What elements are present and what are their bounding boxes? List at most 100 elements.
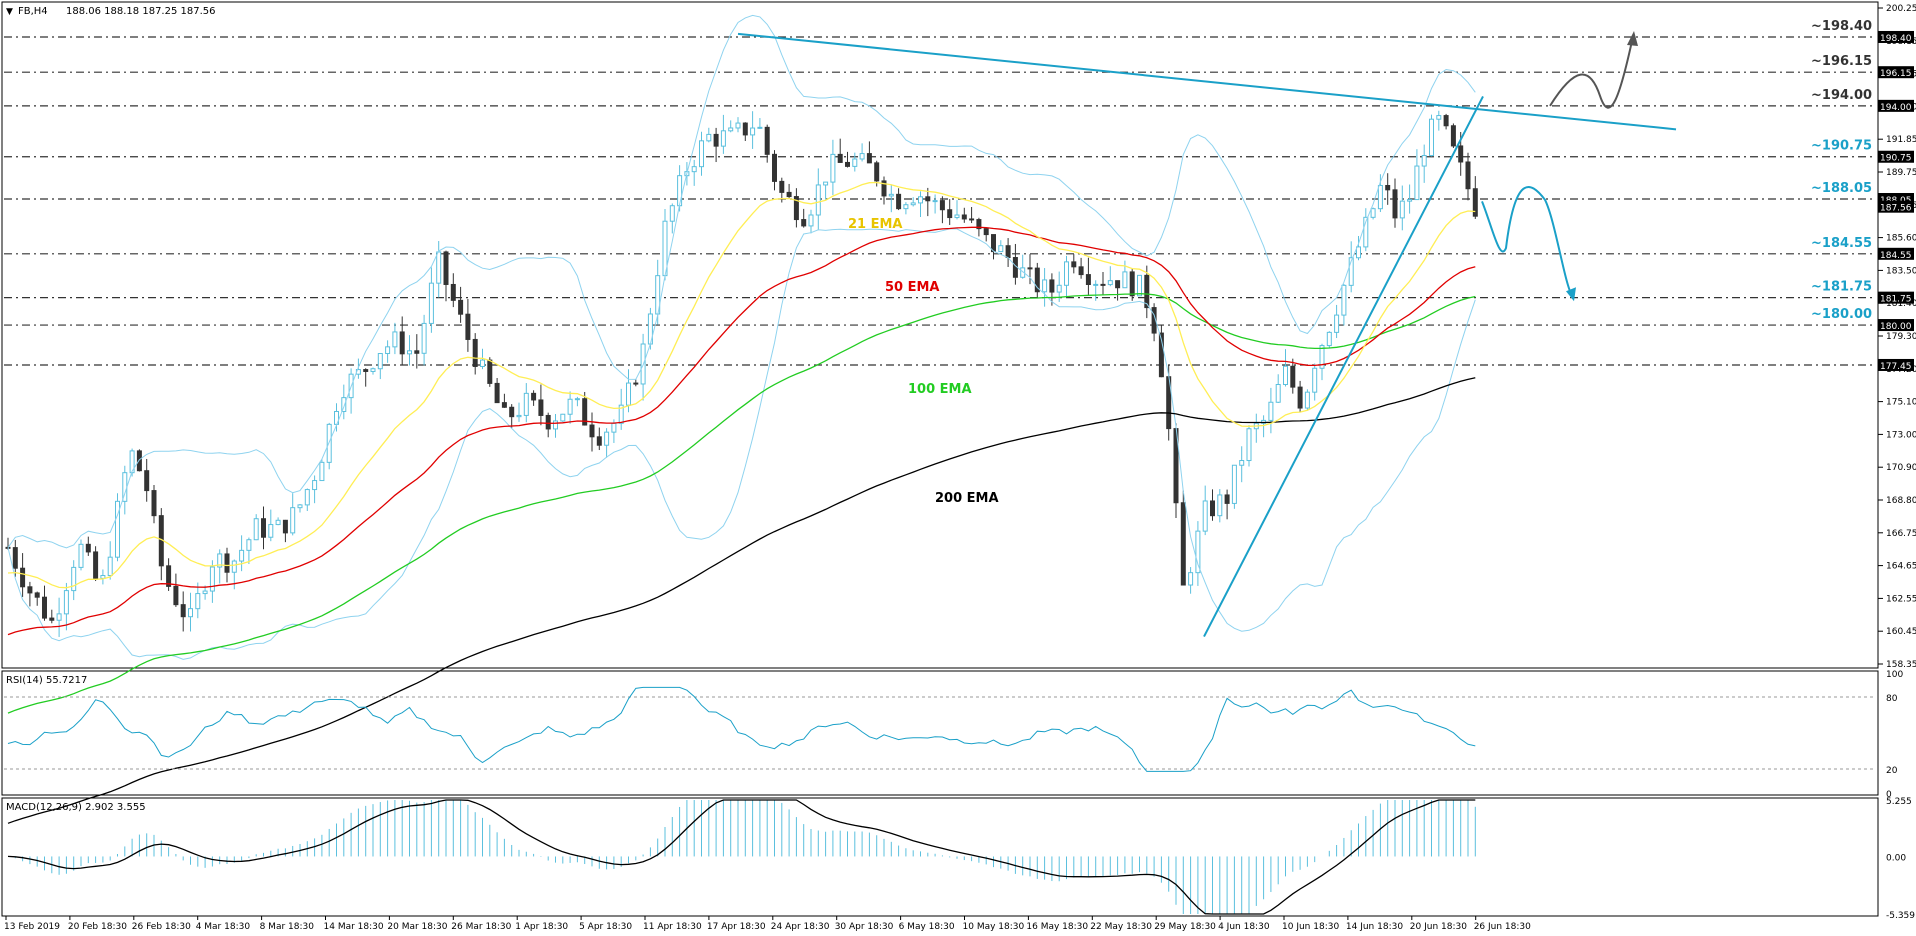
price-axis-tick-label: 162.55 <box>1886 594 1916 604</box>
candle-body <box>414 350 420 354</box>
candle-body <box>1071 261 1077 268</box>
ema-100-line <box>7 293 1476 714</box>
candle-body <box>304 489 310 506</box>
time-axis-label: 17 Apr 18:30 <box>707 922 766 932</box>
price-axis-tick-label: 181.40 <box>1886 299 1916 309</box>
level-label: ~198.40 <box>1811 19 1872 34</box>
bearish-scenario-arrow <box>1481 185 1573 296</box>
level-label: ~184.55 <box>1811 236 1872 251</box>
candle-body <box>604 431 610 446</box>
candle-body <box>567 398 573 415</box>
candle-body <box>1304 391 1310 409</box>
ema-50-line <box>7 226 1476 636</box>
level-tag-text: 177.45 <box>1880 362 1912 372</box>
candle-body <box>443 251 449 285</box>
level-label: ~188.05 <box>1811 181 1872 196</box>
candle-body <box>1348 257 1354 286</box>
candle-body <box>881 180 887 197</box>
level-tag-text: 180.00 <box>1880 322 1912 332</box>
level-tag-text: 181.75 <box>1880 295 1912 305</box>
time-axis-label: 26 Mar 18:30 <box>451 922 511 932</box>
candle-body <box>1443 115 1449 127</box>
candle-body <box>1436 115 1442 120</box>
time-axis-label: 11 Apr 18:30 <box>643 922 702 932</box>
candle-body <box>925 196 931 202</box>
candle-body <box>1100 283 1106 286</box>
candle-body <box>1180 502 1186 586</box>
candle-body <box>830 153 836 183</box>
candle-body <box>231 560 237 573</box>
time-axis-label: 14 Mar 18:30 <box>324 922 384 932</box>
candle-body <box>1122 271 1128 289</box>
time-axis-label: 14 Jun 18:30 <box>1346 922 1403 932</box>
candle-body <box>1370 208 1376 218</box>
candle-body <box>166 565 172 587</box>
candle-body <box>261 518 266 538</box>
candle-body <box>312 480 318 491</box>
candle-body <box>1085 274 1091 285</box>
rsi-line <box>7 686 1476 772</box>
time-axis-label: 29 May 18:30 <box>1154 922 1216 932</box>
candle-body <box>465 313 471 340</box>
candle-body <box>1137 274 1142 297</box>
ema-200-line <box>7 377 1476 824</box>
candle-body <box>450 283 456 301</box>
candle-body <box>677 175 683 207</box>
candle-body <box>85 543 91 553</box>
header-triangle-icon[interactable]: ▼ <box>6 7 13 17</box>
candle-body <box>793 196 799 221</box>
candle-body <box>954 214 960 219</box>
candle-body <box>115 500 120 558</box>
candle-body <box>1224 494 1230 504</box>
candle-body <box>932 200 938 203</box>
candle-body <box>1341 284 1347 316</box>
candle-body <box>107 556 113 577</box>
candle-body <box>421 322 427 354</box>
price-axis-tick-label: 168.80 <box>1886 496 1916 506</box>
candle-body <box>815 184 821 216</box>
candle-body <box>1414 165 1420 201</box>
candle-body <box>983 228 989 236</box>
candle-body <box>1049 279 1055 293</box>
candle-body <box>42 596 47 619</box>
candle-body <box>1429 118 1434 157</box>
candle-body <box>472 338 478 367</box>
ema-21-line <box>7 181 1476 589</box>
time-axis-label: 10 May 18:30 <box>963 922 1025 932</box>
level-tag-text: 194.00 <box>1880 103 1912 113</box>
time-axis-label: 10 Jun 18:30 <box>1282 922 1339 932</box>
candle-body <box>1129 271 1135 297</box>
candle-body <box>407 350 412 355</box>
candle-body <box>553 420 558 430</box>
time-axis-label: 13 Feb 2019 <box>4 922 60 932</box>
candle-body <box>501 402 507 408</box>
candle-body <box>1078 266 1084 276</box>
candle-body <box>1392 189 1398 219</box>
price-axis-tick-label: 164.65 <box>1886 562 1916 572</box>
candle-body <box>136 450 142 472</box>
candle-body <box>961 214 967 220</box>
candle-body <box>531 392 537 401</box>
candle-body <box>574 398 580 401</box>
time-axis-label: 30 Apr 18:30 <box>835 922 894 932</box>
level-tag-box <box>1878 30 1914 43</box>
candle-body <box>669 205 675 222</box>
candle-body <box>377 353 383 370</box>
candle-body <box>63 590 69 615</box>
candle-body <box>750 127 756 136</box>
price-axis-tick-label: 166.75 <box>1886 529 1916 539</box>
candle-body <box>728 127 734 132</box>
level-label: ~194.00 <box>1811 88 1872 103</box>
candle-body <box>290 507 296 534</box>
candle-body <box>1450 125 1456 147</box>
time-axis-label: 26 Feb 18:30 <box>132 922 191 932</box>
candle-body <box>1363 216 1369 248</box>
level-tag-text: 198.40 <box>1880 34 1912 44</box>
candle-body <box>1356 246 1361 259</box>
bollinger-upper <box>7 14 1476 549</box>
candle-body <box>626 382 631 406</box>
candle-body <box>1188 572 1194 586</box>
current-price-text: 187.56 <box>1880 204 1912 214</box>
time-axis-label: 20 Jun 18:30 <box>1410 922 1467 932</box>
